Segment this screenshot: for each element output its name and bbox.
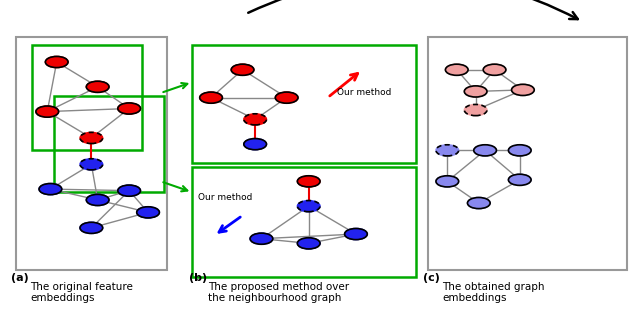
Circle shape [45,56,68,68]
Bar [54,96,164,192]
Text: (b): (b) [189,272,207,282]
Circle shape [118,103,140,114]
Bar [192,45,416,163]
Circle shape [512,84,534,95]
Circle shape [467,197,490,209]
Circle shape [275,92,298,103]
Text: the neighbourhood graph: the neighbourhood graph [208,293,341,303]
Text: The original feature: The original feature [30,282,133,292]
Circle shape [244,114,266,125]
Circle shape [86,194,109,206]
Circle shape [345,228,367,240]
Text: embeddings: embeddings [30,293,94,303]
Circle shape [508,145,531,156]
Circle shape [250,233,273,244]
Text: The obtained graph: The obtained graph [442,282,545,292]
Circle shape [297,201,320,212]
Bar [16,37,167,270]
Text: embeddings: embeddings [442,293,507,303]
Circle shape [445,64,468,75]
Circle shape [436,145,459,156]
Circle shape [80,132,103,144]
Circle shape [118,185,140,196]
Text: Our method: Our method [198,193,253,202]
Circle shape [36,106,59,117]
Text: Our method: Our method [337,87,391,96]
Circle shape [483,64,506,75]
Circle shape [464,104,487,116]
Bar [428,37,627,270]
Text: (c): (c) [423,272,440,282]
Circle shape [200,92,222,103]
Bar [192,167,416,277]
Circle shape [297,238,320,249]
Circle shape [464,86,487,97]
Circle shape [231,64,254,75]
Circle shape [474,145,496,156]
Circle shape [137,207,159,218]
Circle shape [297,176,320,187]
Bar [32,45,142,150]
Circle shape [39,184,62,195]
Circle shape [436,176,459,187]
Text: (a): (a) [11,272,29,282]
Circle shape [80,159,103,170]
Circle shape [244,139,266,150]
Circle shape [80,222,103,233]
Circle shape [86,81,109,92]
Text: The proposed method over: The proposed method over [208,282,349,292]
Circle shape [508,174,531,185]
